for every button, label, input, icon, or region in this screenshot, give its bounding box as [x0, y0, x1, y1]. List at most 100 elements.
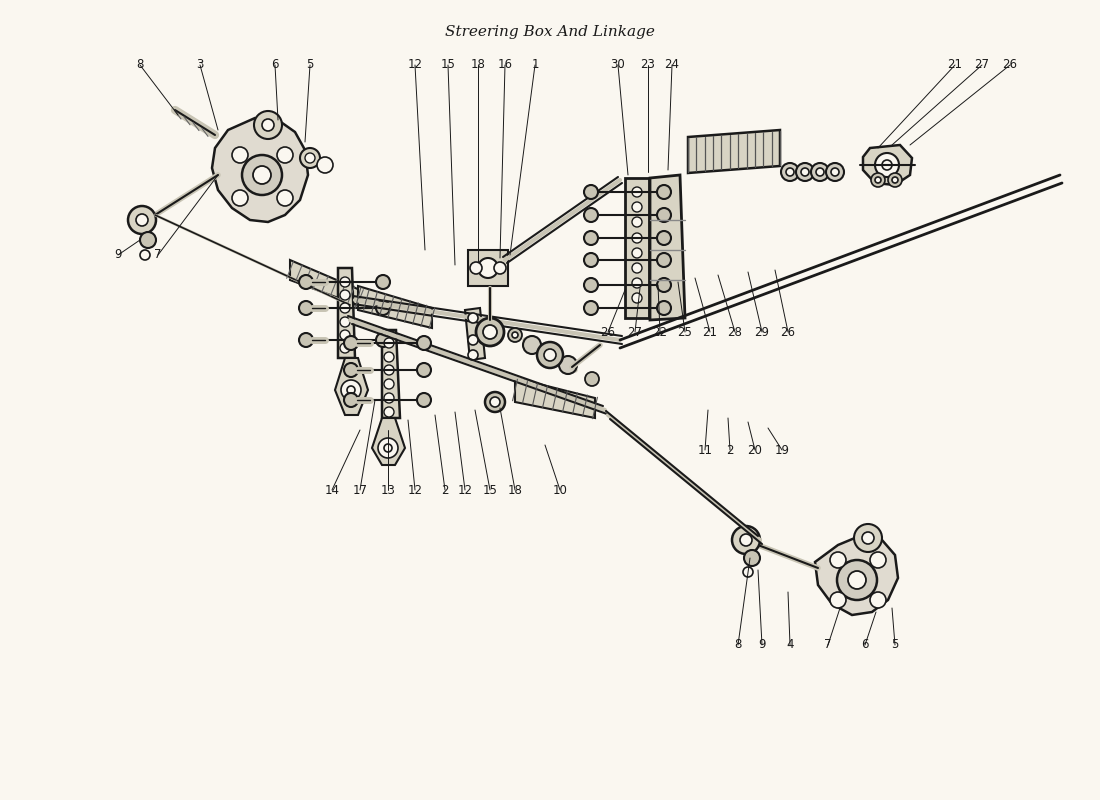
Circle shape: [892, 177, 898, 183]
Text: 26: 26: [601, 326, 616, 338]
Circle shape: [384, 393, 394, 403]
Text: 27: 27: [627, 326, 642, 338]
Circle shape: [485, 392, 505, 412]
Circle shape: [468, 335, 478, 345]
Text: 26: 26: [781, 326, 795, 338]
Circle shape: [584, 253, 598, 267]
Circle shape: [317, 157, 333, 173]
Circle shape: [344, 393, 358, 407]
Text: 21: 21: [703, 326, 717, 338]
Circle shape: [232, 147, 248, 163]
Text: 29: 29: [755, 326, 770, 338]
Text: 16: 16: [497, 58, 513, 71]
Circle shape: [299, 275, 314, 289]
Circle shape: [657, 278, 671, 292]
Text: 30: 30: [610, 58, 626, 71]
Circle shape: [657, 253, 671, 267]
Text: 27: 27: [975, 58, 990, 71]
Circle shape: [796, 163, 814, 181]
Circle shape: [376, 333, 390, 347]
Circle shape: [262, 119, 274, 131]
Circle shape: [862, 532, 874, 544]
Polygon shape: [338, 268, 355, 358]
Circle shape: [490, 397, 500, 407]
Text: 21: 21: [947, 58, 962, 71]
Text: 8: 8: [735, 638, 741, 651]
Text: 8: 8: [136, 58, 144, 71]
Circle shape: [584, 185, 598, 199]
Circle shape: [657, 231, 671, 245]
Circle shape: [299, 301, 314, 315]
Circle shape: [657, 208, 671, 222]
Text: 7: 7: [824, 638, 832, 651]
Circle shape: [871, 173, 886, 187]
Polygon shape: [382, 330, 400, 418]
Text: 3: 3: [196, 58, 204, 71]
Circle shape: [585, 372, 600, 386]
Text: 9: 9: [758, 638, 766, 651]
Text: 7: 7: [154, 249, 162, 262]
Circle shape: [584, 208, 598, 222]
Polygon shape: [212, 118, 308, 222]
Text: 17: 17: [352, 483, 367, 497]
Text: 5: 5: [306, 58, 313, 71]
Circle shape: [340, 290, 350, 300]
Circle shape: [140, 250, 150, 260]
Circle shape: [781, 163, 799, 181]
Text: 6: 6: [272, 58, 278, 71]
Polygon shape: [815, 535, 898, 615]
Circle shape: [384, 365, 394, 375]
Circle shape: [340, 303, 350, 313]
Circle shape: [632, 233, 642, 243]
Circle shape: [344, 336, 358, 350]
Text: 14: 14: [324, 483, 340, 497]
Circle shape: [657, 185, 671, 199]
Circle shape: [340, 343, 350, 353]
Circle shape: [344, 363, 358, 377]
Circle shape: [632, 187, 642, 197]
Circle shape: [376, 275, 390, 289]
Circle shape: [874, 153, 899, 177]
Polygon shape: [358, 286, 432, 328]
Circle shape: [340, 277, 350, 287]
Polygon shape: [688, 130, 780, 173]
Text: 10: 10: [552, 483, 568, 497]
Circle shape: [136, 214, 149, 226]
Circle shape: [848, 571, 866, 589]
Circle shape: [376, 301, 390, 315]
Circle shape: [494, 262, 506, 274]
Text: 4: 4: [786, 638, 794, 651]
Circle shape: [742, 567, 754, 577]
Circle shape: [242, 155, 282, 195]
Circle shape: [632, 263, 642, 273]
Circle shape: [384, 379, 394, 389]
Circle shape: [830, 552, 846, 568]
Circle shape: [508, 328, 522, 342]
Circle shape: [305, 153, 315, 163]
Circle shape: [870, 592, 886, 608]
Circle shape: [232, 190, 248, 206]
Circle shape: [522, 336, 541, 354]
Circle shape: [816, 168, 824, 176]
Text: 12: 12: [407, 483, 422, 497]
Text: 18: 18: [471, 58, 485, 71]
Polygon shape: [515, 378, 595, 418]
Text: 23: 23: [640, 58, 656, 71]
Circle shape: [341, 380, 361, 400]
Circle shape: [837, 560, 877, 600]
Polygon shape: [468, 250, 508, 286]
Circle shape: [340, 330, 350, 340]
Circle shape: [830, 592, 846, 608]
Circle shape: [277, 190, 293, 206]
Text: 26: 26: [1002, 58, 1018, 71]
Text: 6: 6: [861, 638, 869, 651]
Circle shape: [888, 173, 902, 187]
Text: 11: 11: [697, 443, 713, 457]
Text: 12: 12: [407, 58, 422, 71]
Circle shape: [786, 168, 794, 176]
Text: Streering Box And Linkage: Streering Box And Linkage: [446, 25, 654, 39]
Circle shape: [740, 534, 752, 546]
Circle shape: [632, 278, 642, 288]
Text: 12: 12: [458, 483, 473, 497]
Text: 9: 9: [114, 249, 122, 262]
